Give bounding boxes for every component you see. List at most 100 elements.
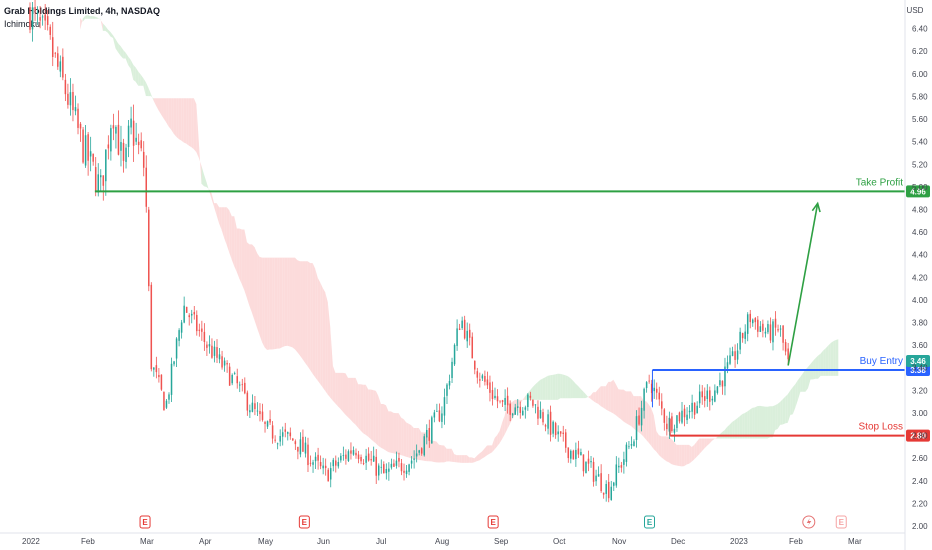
candles xyxy=(29,0,789,503)
candle-body xyxy=(292,438,294,441)
candle-body xyxy=(446,384,448,396)
cloud-segment xyxy=(666,436,669,463)
candle-body xyxy=(456,328,458,346)
candle-body xyxy=(443,397,446,416)
y-tick-label: 2.00 xyxy=(912,522,928,531)
x-tick-label: Feb xyxy=(81,537,95,546)
x-tick-label: Jun xyxy=(317,537,330,546)
cloud-segment xyxy=(401,417,404,456)
candle-body xyxy=(471,336,474,359)
candle-body xyxy=(112,125,115,129)
candle-body xyxy=(196,314,198,332)
candle-body xyxy=(324,465,327,469)
candle-body xyxy=(332,459,335,467)
candle-body xyxy=(400,463,403,472)
candle-body xyxy=(668,417,671,432)
candle-body xyxy=(249,410,251,413)
indicator-label[interactable]: Ichimoku xyxy=(4,19,41,29)
candle-body xyxy=(165,400,168,408)
cloud-segment xyxy=(284,257,288,347)
candle-body xyxy=(759,326,762,333)
candle-body xyxy=(274,439,276,441)
candle-body xyxy=(678,412,681,422)
candle-body xyxy=(89,151,92,157)
cloud-segment xyxy=(714,437,717,439)
candle-body xyxy=(779,328,782,330)
cloud-segment xyxy=(661,436,664,460)
cloud-segment xyxy=(752,407,755,439)
cloud-segment xyxy=(337,372,341,409)
candle-body xyxy=(741,332,744,339)
candle-body xyxy=(706,390,709,399)
price-badge-label: 4.96 xyxy=(910,187,926,196)
cloud-segment xyxy=(461,455,465,463)
candle-body xyxy=(663,409,666,423)
candle-body xyxy=(390,463,393,468)
cloud-segment xyxy=(340,372,343,412)
candle-body xyxy=(746,314,749,334)
candle-body xyxy=(357,454,360,460)
cloud-segment xyxy=(380,404,384,449)
candle-body xyxy=(575,449,577,460)
cloud-segment xyxy=(823,348,826,376)
cloud-segment xyxy=(676,444,680,466)
cloud-segment xyxy=(269,257,273,350)
cloud-segment xyxy=(353,377,356,425)
cloud-segment xyxy=(332,365,336,404)
price-badge-label: 3.38 xyxy=(910,366,926,375)
cloud-segment xyxy=(780,399,783,425)
candle-body xyxy=(774,318,777,328)
candle-body xyxy=(309,462,312,464)
candle-body xyxy=(418,450,420,453)
candle-body xyxy=(256,410,259,412)
candle-body xyxy=(49,26,51,35)
cloud-segment xyxy=(259,256,263,343)
cloud-segment xyxy=(294,257,298,353)
cloud-segment xyxy=(171,98,174,134)
earnings-icon xyxy=(139,515,151,529)
cloud-segment xyxy=(300,261,303,360)
earnings-icon-letter: E xyxy=(302,518,308,527)
candle-body xyxy=(610,486,613,500)
cloud-segment xyxy=(795,380,798,408)
cloud-segment xyxy=(176,98,179,140)
candle-body xyxy=(29,7,31,30)
x-tick-label: Aug xyxy=(435,537,449,546)
cloud-segment xyxy=(373,390,376,444)
cloud-segment xyxy=(317,277,321,384)
cloud-segment xyxy=(785,394,788,424)
cloud-segment xyxy=(221,207,225,238)
candle-body xyxy=(476,371,479,378)
candle-body xyxy=(180,322,183,333)
candle-body xyxy=(509,403,511,415)
y-tick-label: 3.40 xyxy=(912,364,928,373)
cloud-segment xyxy=(555,373,558,400)
candle-body xyxy=(615,464,618,486)
candle-body xyxy=(630,444,633,446)
candle-body xyxy=(377,465,380,476)
candle-body xyxy=(347,451,350,461)
price-badge xyxy=(906,185,930,198)
candle-body xyxy=(688,410,691,413)
x-tick-label: Apr xyxy=(199,537,212,546)
candle-body xyxy=(559,431,562,434)
y-tick-label: 3.20 xyxy=(912,386,928,395)
cloud-segment xyxy=(133,64,136,82)
cloud-segment xyxy=(368,389,371,440)
cloud-segment xyxy=(161,98,164,119)
last-price-badge xyxy=(906,354,930,367)
candle-body xyxy=(420,448,423,454)
candle-body xyxy=(175,338,178,359)
candle-body xyxy=(686,414,688,421)
cloud-segment xyxy=(322,288,326,391)
candle-body xyxy=(105,149,107,182)
cloud-segment xyxy=(540,378,543,400)
price-badge xyxy=(906,364,930,376)
candle-body xyxy=(711,398,714,401)
candle-body xyxy=(206,344,208,348)
cloud-segment xyxy=(302,261,306,363)
candle-body xyxy=(385,469,388,474)
candle-body xyxy=(451,361,453,379)
earnings-icon-letter: E xyxy=(647,518,653,527)
